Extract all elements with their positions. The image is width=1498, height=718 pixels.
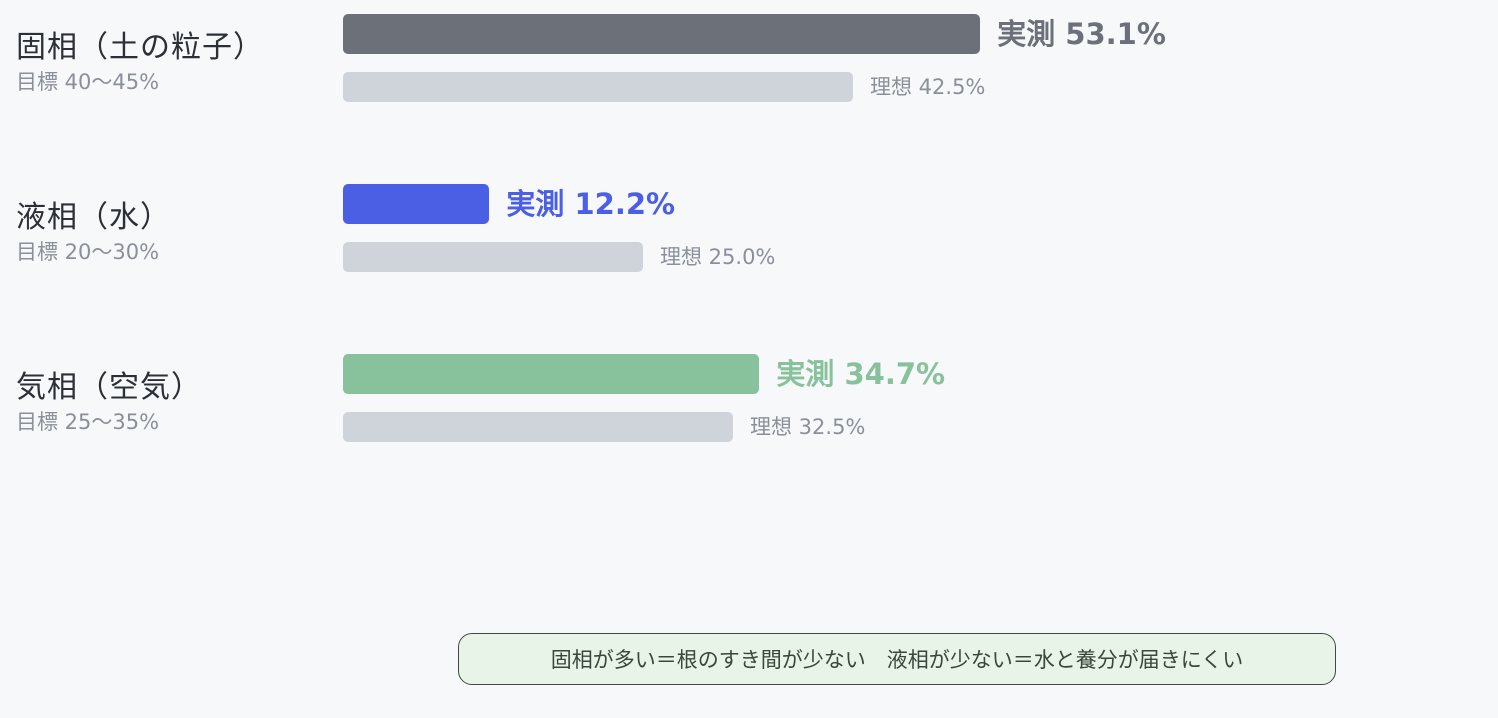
ideal-value-label: 理想 32.5% (750, 415, 866, 439)
actual-value-label: 実測 12.2% (506, 187, 676, 221)
ideal-bar (343, 412, 733, 442)
actual-value-label: 実測 53.1% (997, 17, 1166, 51)
phase-row-gas: 気相（空気） 目標 25〜35% 実測 34.7% 理想 32.5% (0, 352, 1498, 462)
actual-bar (343, 184, 490, 224)
target-range-label: 目標 20〜30% (16, 240, 160, 264)
category-label: 液相（水） (16, 200, 171, 235)
phase-row-liquid: 液相（水） 目標 20〜30% 実測 12.2% 理想 25.0% (0, 182, 1498, 292)
actual-value-label: 実測 34.7% (776, 357, 946, 391)
target-range-label: 目標 25〜35% (16, 410, 160, 434)
summary-note: 固相が多い＝根のすき間が少ない 液相が少ない＝水と養分が届きにくい (458, 633, 1336, 685)
category-label: 固相（土の粒子） (16, 30, 264, 65)
ideal-value-label: 理想 25.0% (660, 245, 776, 269)
actual-bar (343, 14, 981, 54)
target-range-label: 目標 40〜45% (16, 70, 160, 94)
ideal-value-label: 理想 42.5% (870, 75, 986, 99)
phase-row-solid: 固相（土の粒子） 目標 40〜45% 実測 53.1% 理想 42.5% (0, 12, 1498, 122)
ideal-bar (343, 72, 853, 102)
category-label: 気相（空気） (16, 370, 202, 405)
actual-bar (343, 354, 760, 394)
ideal-bar (343, 242, 643, 272)
